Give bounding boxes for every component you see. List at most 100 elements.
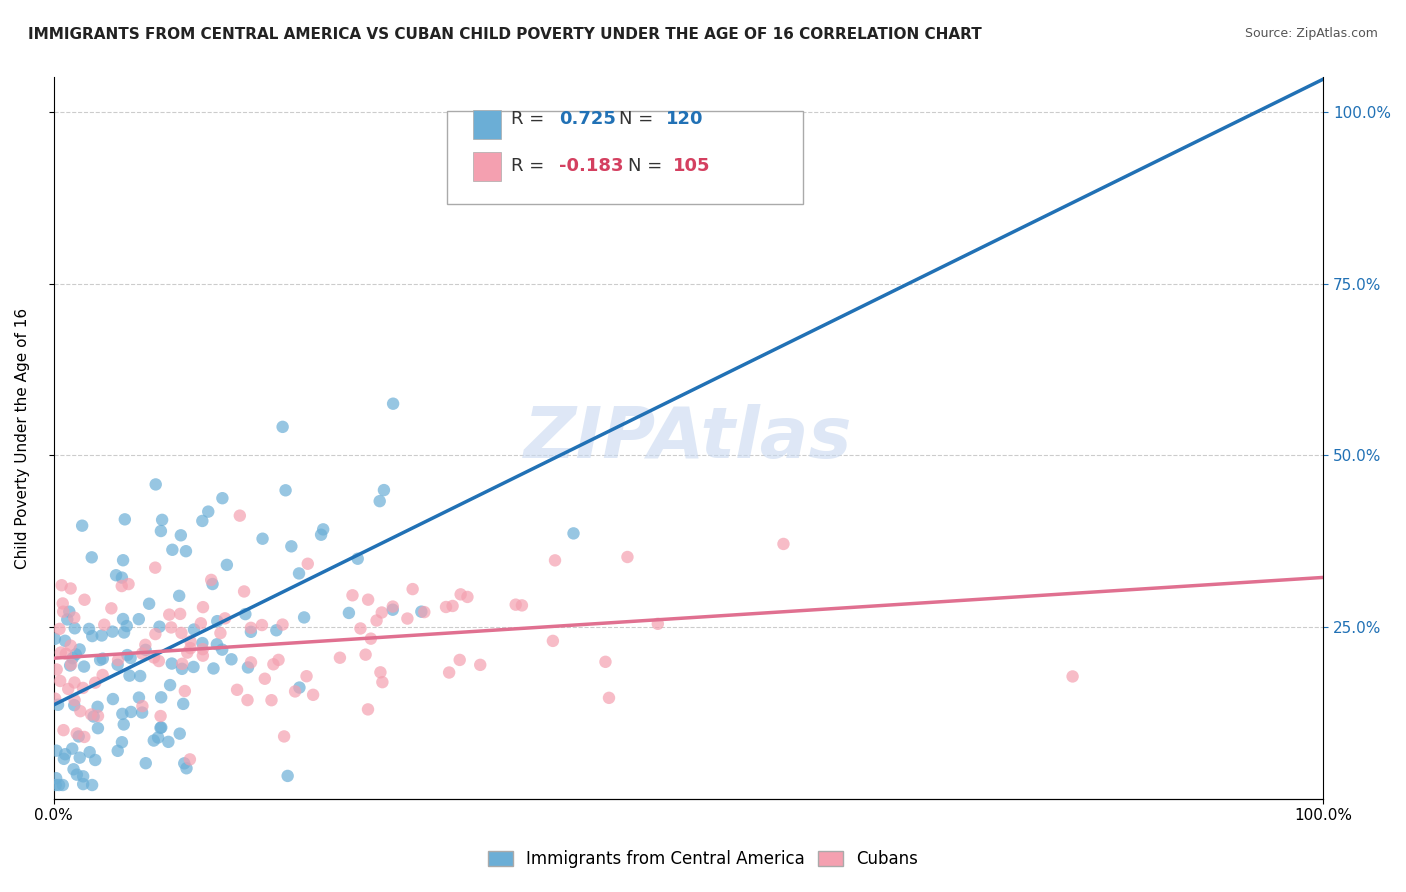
Point	[112, 553, 135, 567]
Point	[221, 652, 243, 666]
Point	[239, 624, 262, 639]
Point	[292, 610, 315, 624]
Point	[413, 605, 436, 619]
Point	[647, 616, 669, 631]
Point	[274, 483, 297, 498]
Point	[89, 653, 111, 667]
Point	[114, 512, 136, 526]
Point	[149, 709, 172, 723]
Point	[73, 730, 96, 744]
Point	[595, 655, 617, 669]
Point	[135, 756, 157, 771]
Point	[112, 625, 135, 640]
Point	[48, 622, 70, 636]
Point	[191, 514, 214, 528]
Text: N =: N =	[619, 111, 658, 128]
Point	[368, 494, 391, 508]
Point	[62, 762, 84, 776]
Point	[60, 657, 83, 672]
Point	[111, 571, 134, 585]
Point	[437, 665, 460, 680]
Point	[107, 653, 129, 667]
Point	[179, 634, 201, 648]
Point	[297, 557, 319, 571]
Point	[201, 577, 224, 591]
FancyBboxPatch shape	[472, 152, 501, 180]
Point	[262, 657, 284, 672]
Point	[56, 612, 79, 626]
Point	[72, 769, 94, 783]
Point	[146, 731, 169, 745]
Point	[148, 654, 170, 668]
Point	[197, 505, 219, 519]
Point	[52, 752, 75, 766]
Point	[52, 597, 75, 611]
Point	[288, 681, 311, 695]
Point	[80, 550, 103, 565]
Point	[142, 733, 165, 747]
Text: 0.725: 0.725	[560, 111, 616, 128]
Point	[60, 741, 83, 756]
Point	[148, 620, 170, 634]
Point	[202, 661, 225, 675]
Point	[382, 397, 405, 411]
Point	[80, 707, 103, 722]
Point	[267, 653, 290, 667]
Point	[105, 568, 128, 582]
Point	[117, 577, 139, 591]
Point	[51, 578, 73, 592]
Point	[58, 681, 80, 696]
Point	[342, 588, 364, 602]
Point	[65, 648, 87, 662]
Point	[277, 769, 299, 783]
Point	[207, 614, 229, 628]
Point	[100, 601, 122, 615]
Point	[598, 690, 620, 705]
Point	[131, 706, 153, 720]
Point	[157, 735, 180, 749]
Point	[46, 698, 69, 712]
Point	[371, 675, 394, 690]
Point	[260, 693, 283, 707]
Point	[149, 524, 172, 538]
Text: 120: 120	[665, 111, 703, 128]
Point	[226, 682, 249, 697]
Point	[48, 778, 70, 792]
Point	[59, 639, 82, 653]
Point	[434, 599, 457, 614]
Point	[138, 597, 160, 611]
Point	[179, 752, 201, 766]
Text: ZIPAtlas: ZIPAtlas	[524, 403, 852, 473]
Point	[360, 632, 382, 646]
Text: Source: ZipAtlas.com: Source: ZipAtlas.com	[1244, 27, 1378, 40]
Point	[470, 657, 492, 672]
Point	[170, 626, 193, 640]
Point	[73, 659, 96, 673]
Point	[69, 750, 91, 764]
Point	[441, 599, 464, 613]
Point	[112, 717, 135, 731]
Point	[169, 607, 191, 621]
Point	[82, 629, 104, 643]
Point	[66, 726, 89, 740]
Point	[63, 621, 86, 635]
Point	[239, 621, 262, 635]
Point	[55, 647, 77, 661]
Point	[62, 651, 84, 665]
Point	[82, 778, 104, 792]
Point	[176, 761, 198, 775]
Point	[63, 693, 86, 707]
Point	[120, 705, 142, 719]
Point	[450, 587, 472, 601]
Point	[91, 668, 114, 682]
Point	[72, 777, 94, 791]
Point	[366, 614, 388, 628]
Point	[44, 691, 66, 706]
Point	[1062, 669, 1084, 683]
Point	[381, 603, 404, 617]
Point	[150, 721, 173, 735]
Point	[91, 651, 114, 665]
Point	[337, 606, 360, 620]
Point	[70, 518, 93, 533]
Text: -0.183: -0.183	[560, 157, 623, 175]
